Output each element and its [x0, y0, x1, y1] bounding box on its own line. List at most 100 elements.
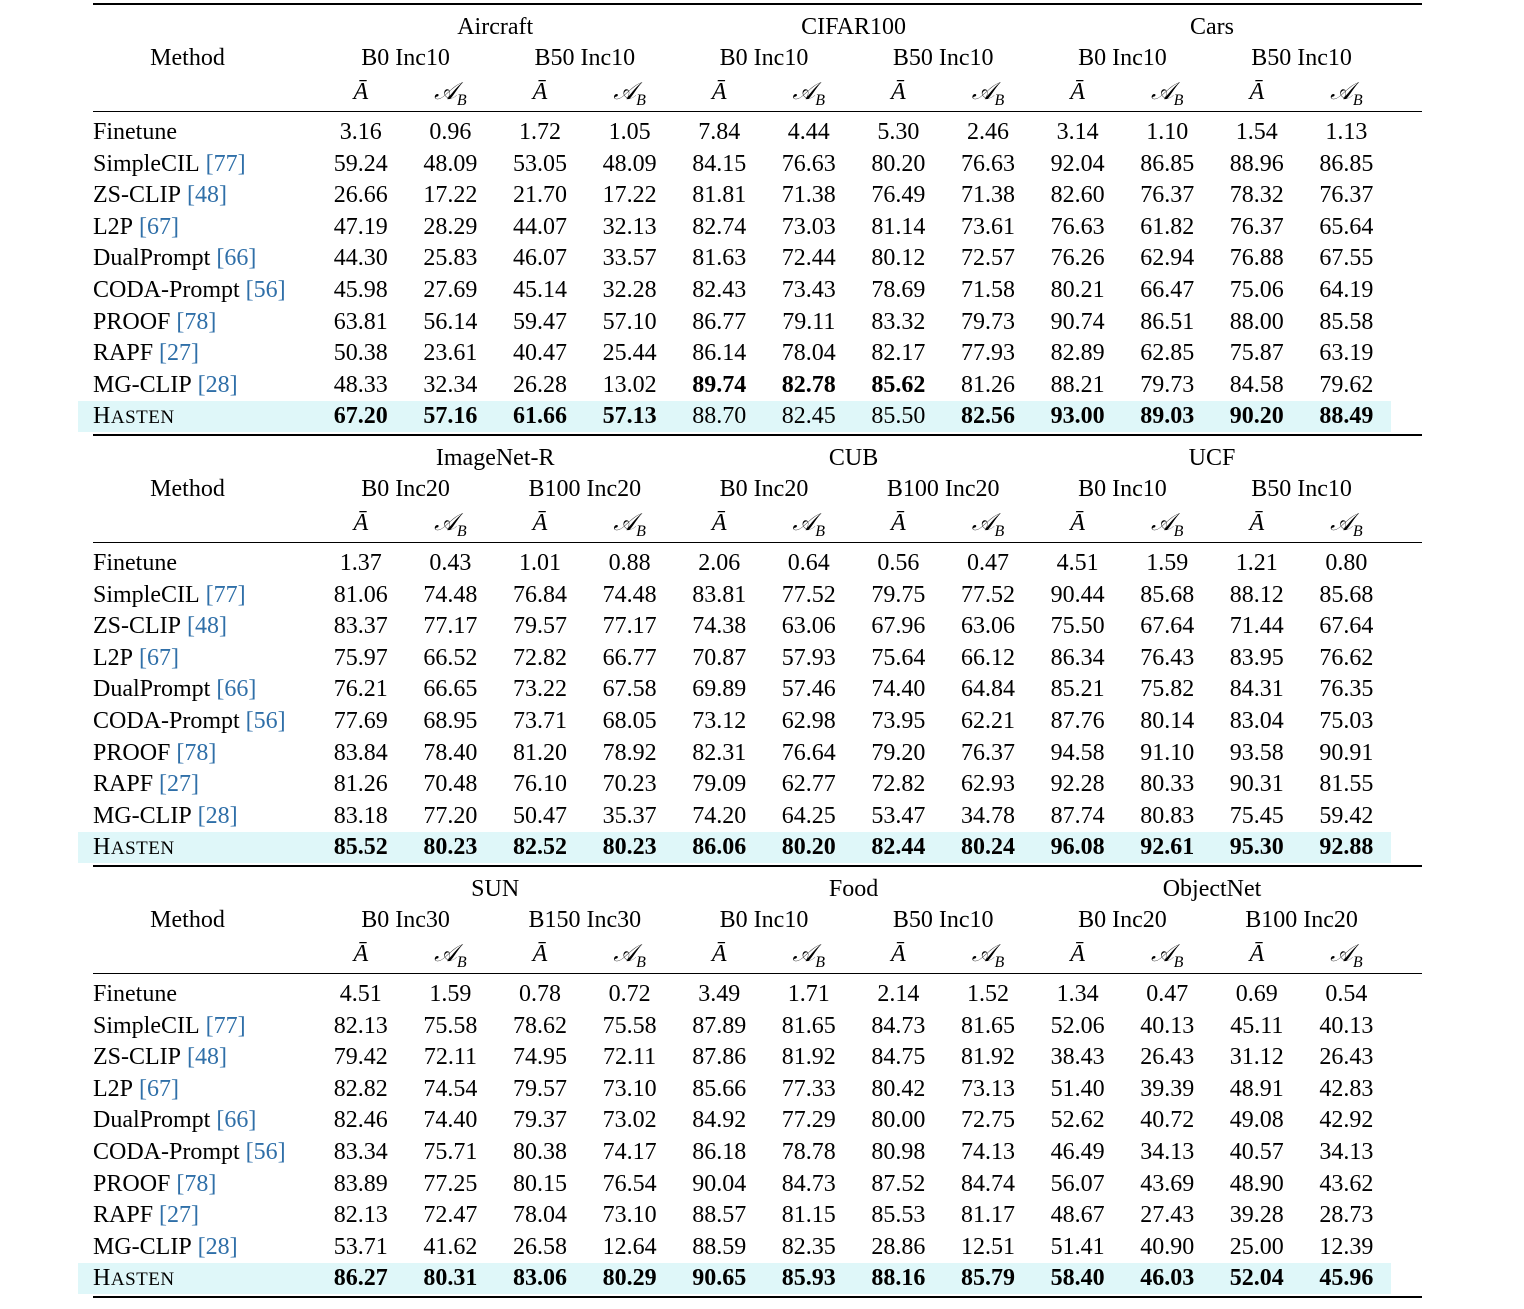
value-cell: 75.58: [423, 1012, 478, 1039]
citation: [77]: [205, 150, 246, 177]
citation: [48]: [187, 182, 227, 209]
value-cell: 80.83: [1140, 802, 1195, 829]
method-cell: L2P [67]: [93, 215, 179, 239]
value-cell: 81.92: [781, 1044, 836, 1071]
value-cell: 72.44: [781, 245, 836, 272]
value-cell: 43.62: [1319, 1170, 1374, 1197]
value-cell: 84.74: [961, 1170, 1015, 1197]
metric-subscript: B: [994, 523, 1005, 540]
value-cell: 81.26: [333, 771, 388, 798]
value-cell: 45.14: [513, 277, 567, 303]
value-cell: 17.22: [423, 182, 478, 209]
value-cell: 38.43: [1050, 1044, 1105, 1071]
setting-header: B50 Inc10: [1251, 476, 1352, 502]
value-cell: 72.57: [961, 245, 1015, 272]
value-cell: 85.68: [1319, 581, 1374, 608]
value-cell: 53.05: [513, 150, 567, 177]
value-cell: 13.02: [602, 371, 657, 398]
value-cell: 92.88: [1319, 834, 1374, 861]
value-cell: 4.51: [339, 981, 382, 1007]
citation: [66]: [216, 676, 257, 703]
metric-symbol: 𝒜: [1150, 79, 1174, 105]
metric-header: Ā: [1070, 511, 1085, 535]
value-cell: 74.13: [961, 1139, 1015, 1165]
value-cell: 82.13: [333, 1202, 388, 1229]
method-cell: Finetune: [93, 551, 177, 575]
metric-header: 𝒜B: [793, 80, 826, 109]
value-cell: 74.54: [423, 1075, 478, 1102]
citation: [27]: [159, 771, 200, 798]
metric-symbol: Ā: [891, 510, 906, 536]
value-cell: 76.49: [871, 182, 926, 209]
dataset-header: Food: [828, 876, 879, 902]
citation: [67]: [139, 213, 179, 240]
metric-header: Ā: [353, 511, 368, 535]
value-cell: 0.72: [608, 981, 651, 1007]
method-name: CODA-Prompt: [93, 1139, 240, 1165]
metric-header: Ā: [533, 511, 548, 535]
metric-subscript: B: [636, 523, 646, 540]
dataset-header: UCF: [1188, 445, 1236, 471]
value-cell: 90.44: [1050, 581, 1105, 608]
value-cell: 85.58: [1319, 308, 1374, 335]
method-cell: RAPF [27]: [93, 341, 199, 365]
value-cell: 39.28: [1229, 1202, 1284, 1229]
value-cell: 5.30: [877, 119, 920, 145]
value-cell: 26.58: [513, 1233, 567, 1260]
metric-header: Ā: [533, 80, 548, 104]
value-cell: 1.37: [339, 550, 382, 576]
dataset-header: Aircraft: [457, 14, 534, 40]
metric-subscript: B: [456, 92, 467, 109]
value-cell: 57.46: [781, 676, 836, 703]
value-cell: 82.78: [781, 371, 836, 398]
citation: [28]: [197, 371, 238, 398]
value-cell: 80.21: [1050, 277, 1105, 303]
value-cell: 72.11: [423, 1044, 477, 1071]
metric-header: Ā: [891, 80, 906, 104]
metric-header: 𝒜B: [1151, 942, 1184, 971]
method-cell: DualPrompt [66]: [93, 246, 256, 270]
metric-header: 𝒜B: [793, 942, 826, 971]
setting-header: B0 Inc10: [719, 45, 809, 71]
value-cell: 52.62: [1050, 1107, 1105, 1134]
value-cell: 0.69: [1235, 981, 1278, 1007]
dataset-header: ImageNet-R: [435, 445, 555, 471]
value-cell: 71.38: [781, 182, 836, 209]
value-cell: 66.52: [423, 644, 478, 671]
method-name: Finetune: [93, 119, 177, 145]
value-cell: 86.34: [1050, 644, 1105, 671]
value-cell: 85.53: [871, 1202, 926, 1229]
value-cell: 78.04: [781, 340, 836, 367]
metric-symbol: Ā: [711, 79, 727, 105]
value-cell: 83.81: [692, 581, 747, 608]
value-cell: 64.25: [781, 802, 836, 829]
setting-header: B100 Inc20: [1245, 907, 1358, 933]
value-cell: 72.82: [871, 771, 926, 798]
value-cell: 78.92: [602, 739, 657, 766]
value-cell: 77.69: [333, 708, 388, 734]
citation: [28]: [197, 802, 238, 829]
metric-symbol: Ā: [1070, 941, 1085, 967]
value-cell: 84.58: [1229, 371, 1284, 398]
value-cell: 67.64: [1319, 613, 1374, 640]
value-cell: 76.84: [513, 581, 567, 608]
value-cell: 85.66: [692, 1075, 747, 1102]
metric-header: 𝒜B: [1330, 80, 1363, 109]
value-cell: 72.75: [961, 1107, 1015, 1134]
method-name: L2P: [93, 644, 134, 671]
value-cell: 77.52: [781, 581, 836, 608]
method-name: DualPrompt: [93, 1107, 211, 1134]
value-cell: 88.70: [692, 403, 747, 430]
value-cell: 86.85: [1319, 150, 1374, 177]
value-cell: 78.04: [513, 1202, 567, 1229]
value-cell: 57.16: [423, 403, 478, 430]
value-cell: 77.29: [781, 1107, 836, 1134]
value-cell: 76.43: [1140, 644, 1195, 671]
citation: [67]: [139, 1075, 179, 1102]
value-cell: 62.85: [1140, 340, 1195, 367]
value-cell: 82.46: [333, 1107, 388, 1134]
value-cell: 86.14: [692, 340, 747, 367]
value-cell: 48.91: [1229, 1075, 1284, 1102]
method-cell: ZS-CLIP [48]: [93, 183, 227, 207]
metric-header: Ā: [353, 80, 368, 104]
